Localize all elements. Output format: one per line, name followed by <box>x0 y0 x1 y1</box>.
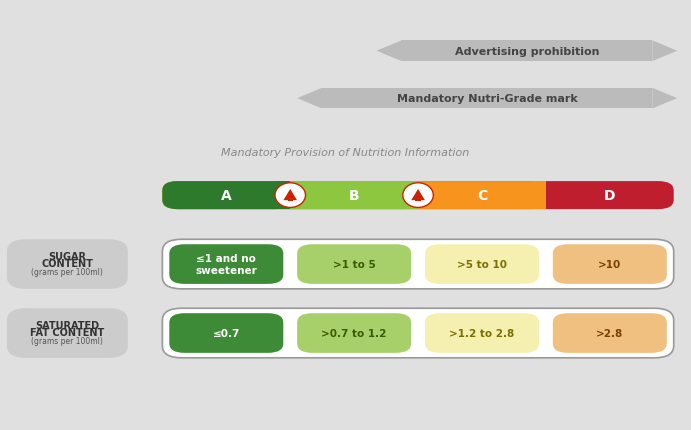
Text: >5 to 10: >5 to 10 <box>457 259 507 270</box>
Polygon shape <box>377 41 401 62</box>
FancyBboxPatch shape <box>162 181 418 209</box>
Text: (grams per 100ml): (grams per 100ml) <box>31 268 104 276</box>
Text: >0.7 to 1.2: >0.7 to 1.2 <box>321 328 387 338</box>
Text: C: C <box>477 189 487 203</box>
Text: Mandatory Provision of Nutrition Information: Mandatory Provision of Nutrition Informa… <box>221 147 470 158</box>
Text: D: D <box>604 189 616 203</box>
FancyBboxPatch shape <box>162 181 546 209</box>
Bar <box>531 181 546 209</box>
Text: ≤1 and no
sweetener: ≤1 and no sweetener <box>196 254 257 275</box>
FancyBboxPatch shape <box>162 240 674 289</box>
Bar <box>275 181 290 209</box>
Text: FAT CONTENT: FAT CONTENT <box>30 327 104 338</box>
Polygon shape <box>283 190 297 201</box>
Bar <box>415 200 421 201</box>
FancyBboxPatch shape <box>162 181 290 209</box>
FancyBboxPatch shape <box>7 240 128 289</box>
Bar <box>403 181 418 209</box>
Text: Mandatory Nutri-Grade mark: Mandatory Nutri-Grade mark <box>397 94 578 104</box>
Text: >1 to 5: >1 to 5 <box>333 259 375 270</box>
FancyBboxPatch shape <box>553 245 667 284</box>
Polygon shape <box>652 89 677 109</box>
Text: ≤0.7: ≤0.7 <box>213 328 240 338</box>
FancyBboxPatch shape <box>169 313 283 353</box>
Polygon shape <box>411 190 425 201</box>
FancyBboxPatch shape <box>7 309 128 358</box>
Bar <box>401 41 652 62</box>
FancyBboxPatch shape <box>425 245 539 284</box>
Text: B: B <box>349 189 359 203</box>
FancyBboxPatch shape <box>553 313 667 353</box>
Text: A: A <box>221 189 231 203</box>
FancyBboxPatch shape <box>425 313 539 353</box>
Ellipse shape <box>403 183 433 208</box>
FancyBboxPatch shape <box>162 181 674 209</box>
Text: >1.2 to 2.8: >1.2 to 2.8 <box>449 328 515 338</box>
Bar <box>322 89 652 109</box>
Text: Advertising prohibition: Advertising prohibition <box>455 46 599 57</box>
FancyBboxPatch shape <box>169 245 283 284</box>
Bar <box>287 200 293 201</box>
FancyBboxPatch shape <box>297 245 411 284</box>
Polygon shape <box>652 41 677 62</box>
Text: SATURATED: SATURATED <box>35 320 100 331</box>
Text: >2.8: >2.8 <box>596 328 623 338</box>
FancyBboxPatch shape <box>297 313 411 353</box>
Text: SUGAR: SUGAR <box>48 252 86 262</box>
Polygon shape <box>297 89 322 109</box>
Ellipse shape <box>275 183 305 208</box>
Text: CONTENT: CONTENT <box>41 258 93 269</box>
FancyBboxPatch shape <box>162 309 674 358</box>
Text: >10: >10 <box>598 259 621 270</box>
Text: (grams per 100ml): (grams per 100ml) <box>31 337 104 345</box>
